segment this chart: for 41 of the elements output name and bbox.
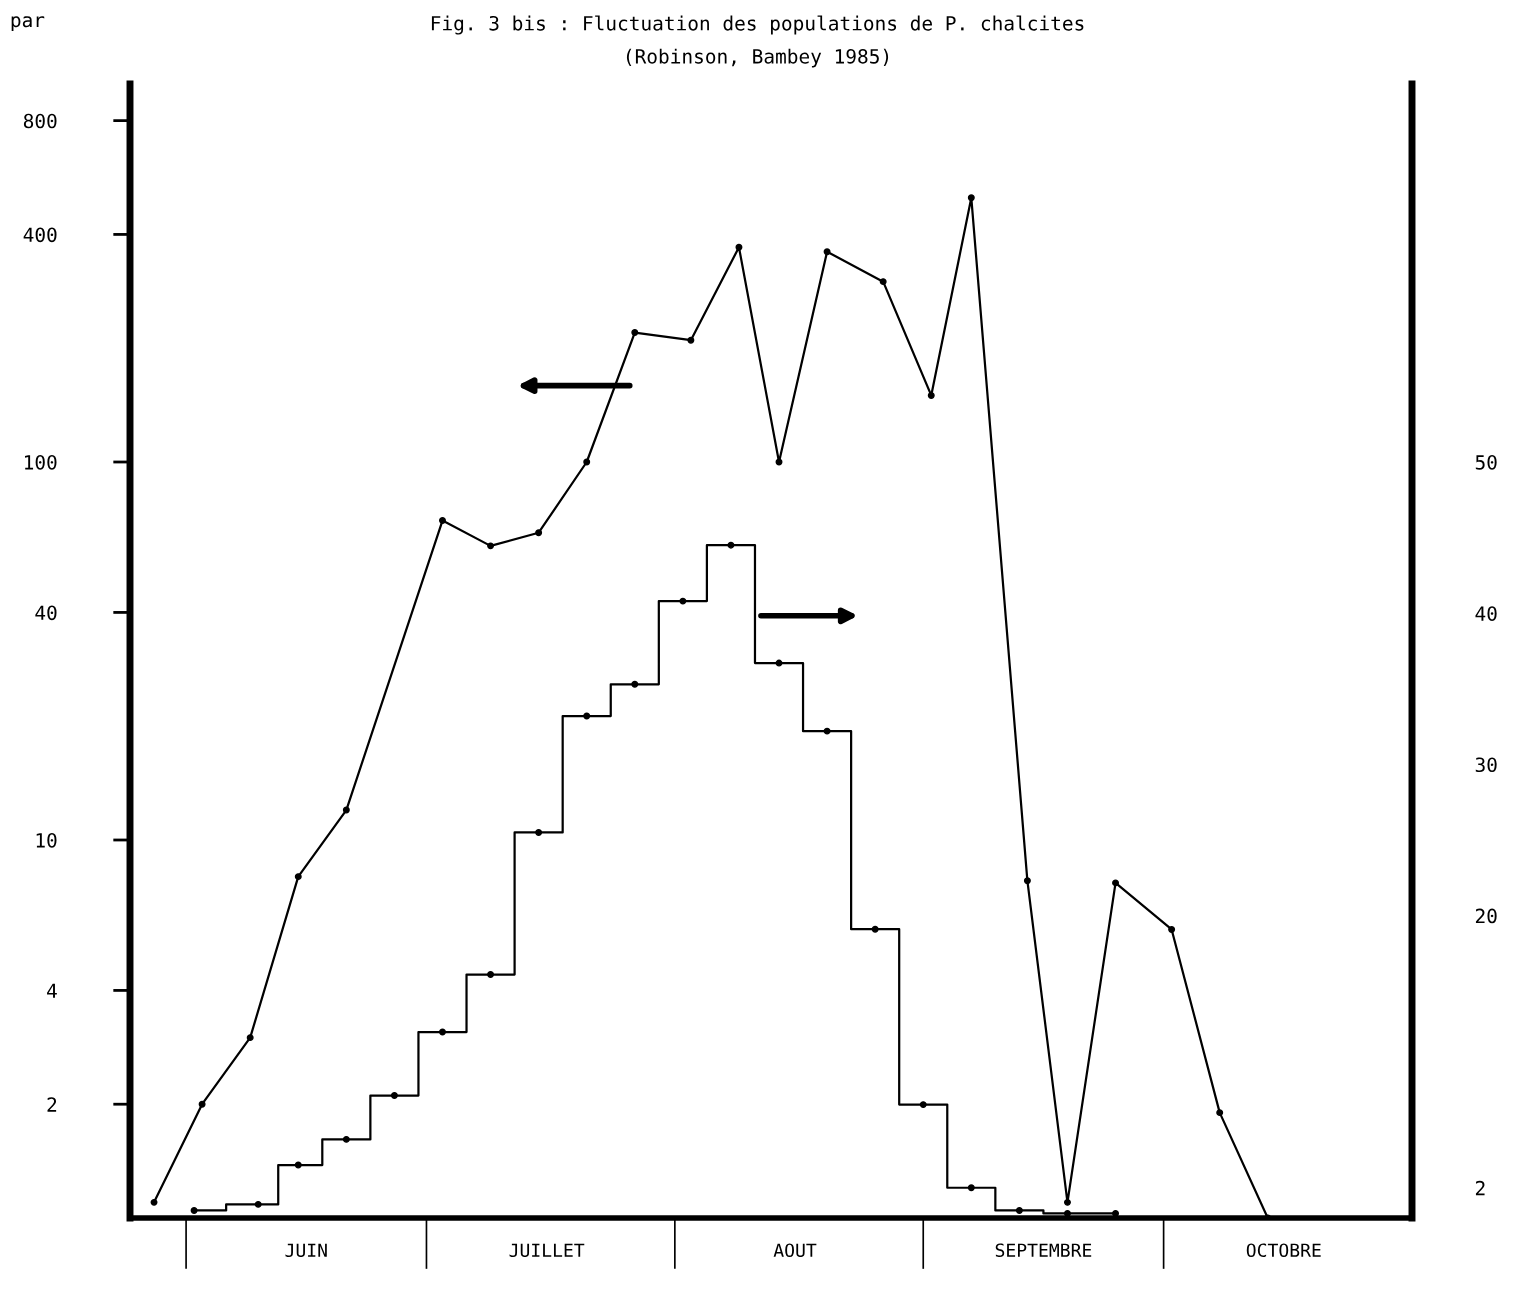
point [1063, 1198, 1071, 1206]
y2-tick-label: 50 [1475, 455, 1497, 470]
point [294, 873, 302, 881]
point [198, 1100, 206, 1108]
point [879, 278, 887, 286]
y2-tick-label: 30 [1475, 757, 1497, 773]
point [823, 248, 831, 256]
point [687, 336, 695, 344]
y-tick-label: 400 [23, 227, 57, 243]
y2-tick-label: 2 [1475, 1180, 1485, 1196]
point [1216, 1109, 1224, 1117]
point [1023, 877, 1031, 885]
point [342, 806, 350, 814]
y-tick-label: 100 [25, 455, 57, 470]
point [735, 243, 743, 251]
point [487, 542, 495, 550]
point [631, 329, 639, 337]
x-tick-label: JUIN [285, 1243, 327, 1258]
y-tick-label: 2 [47, 1097, 57, 1112]
point [1112, 879, 1120, 887]
chart-subtitle: (Robinson, Bambey 1985) [626, 48, 889, 68]
y-tick-label: 4 [47, 983, 57, 998]
point [535, 529, 543, 537]
point [150, 1198, 158, 1206]
x-tick-label: SEPTEMBRE [995, 1243, 1092, 1258]
chart-title: Fig. 3 bis : Fluctuation des populations de P. chalcites [431, 15, 1084, 35]
point [439, 517, 446, 525]
point [927, 391, 935, 399]
y-tick-label: 10 [36, 833, 57, 848]
x-tick-label: AOUT [773, 1243, 817, 1258]
y2-tick-label: 40 [1475, 606, 1497, 621]
x-tick-label: JUILLET [509, 1243, 585, 1258]
point [583, 458, 591, 466]
point [246, 1034, 254, 1042]
y-tick-label: 800 [23, 113, 57, 129]
point [1168, 925, 1176, 933]
x-tick-label: OCTOBRE [1246, 1243, 1321, 1258]
point [967, 194, 975, 202]
y-tick-label: 40 [35, 605, 57, 621]
y2-tick-label: 20 [1475, 908, 1497, 924]
y-axis-title: par [11, 16, 45, 32]
